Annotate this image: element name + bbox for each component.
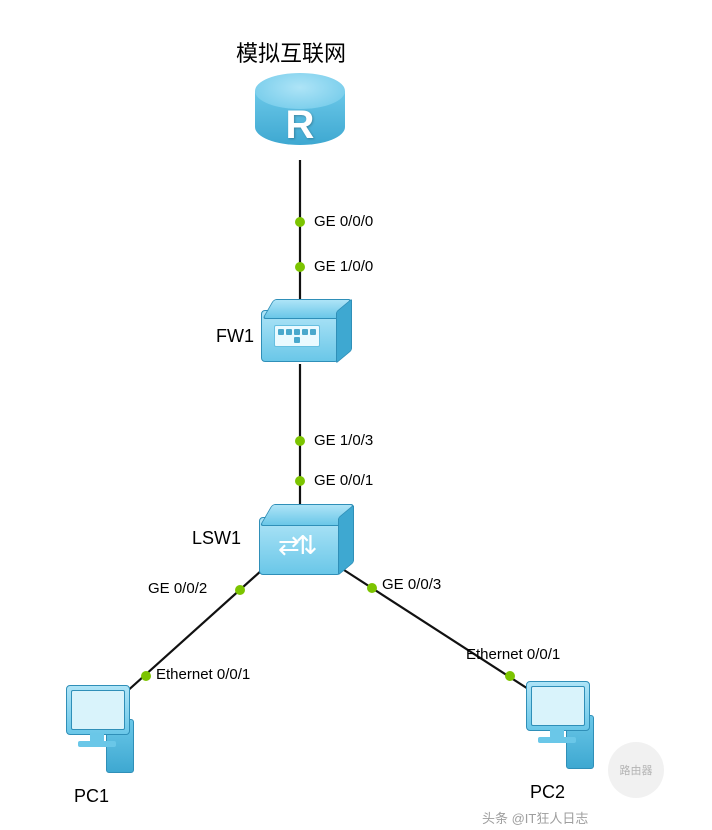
port-dot xyxy=(141,671,151,681)
pc1-screen xyxy=(71,690,125,730)
port-label: GE 0/0/0 xyxy=(314,213,373,230)
port-label: GE 0/0/1 xyxy=(314,472,373,489)
port-dot xyxy=(295,217,305,227)
lsw1-label: LSW1 xyxy=(192,528,241,549)
firewall-body xyxy=(261,310,339,362)
diagram-canvas: { "type": "network", "canvas": { "width"… xyxy=(0,0,712,830)
port-label: GE 1/0/0 xyxy=(314,258,373,275)
router-title-label: 模拟互联网 xyxy=(236,36,346,68)
pc2-base xyxy=(538,737,576,743)
port-dot xyxy=(505,671,515,681)
port-dot xyxy=(367,583,377,593)
watermark-logo: 路由器 xyxy=(608,742,664,798)
port-label: GE 1/0/3 xyxy=(314,432,373,449)
pc1-node xyxy=(60,685,140,775)
port-label: GE 0/0/3 xyxy=(382,576,441,593)
pc1-base xyxy=(78,741,116,747)
watermark-brand: 路由器 xyxy=(620,762,653,778)
firewall-panel xyxy=(274,325,320,347)
port-dot xyxy=(295,476,305,486)
port-dot xyxy=(295,436,305,446)
watermark-text: 头条 @IT狂人日志 xyxy=(482,808,588,827)
router-glyph: R xyxy=(255,103,345,148)
pc2-stand xyxy=(550,729,564,737)
pc1-stand xyxy=(90,733,104,741)
router-node: R xyxy=(255,73,345,163)
port-label: Ethernet 0/0/1 xyxy=(156,666,250,683)
switch-body: ⇄⇅ xyxy=(259,517,341,575)
pc2-screen xyxy=(531,686,585,726)
switch-arrows-icon: ⇄⇅ xyxy=(278,530,314,561)
pc2-node xyxy=(520,681,600,771)
port-label: Ethernet 0/0/1 xyxy=(466,646,560,663)
port-dot xyxy=(295,262,305,272)
pc1-label: PC1 xyxy=(74,786,109,807)
firewall-node xyxy=(261,310,339,362)
pc2-label: PC2 xyxy=(530,782,565,803)
port-label: GE 0/0/2 xyxy=(148,580,207,597)
switch-node: ⇄⇅ xyxy=(259,517,341,575)
port-dot xyxy=(235,585,245,595)
fw1-label: FW1 xyxy=(216,326,254,347)
